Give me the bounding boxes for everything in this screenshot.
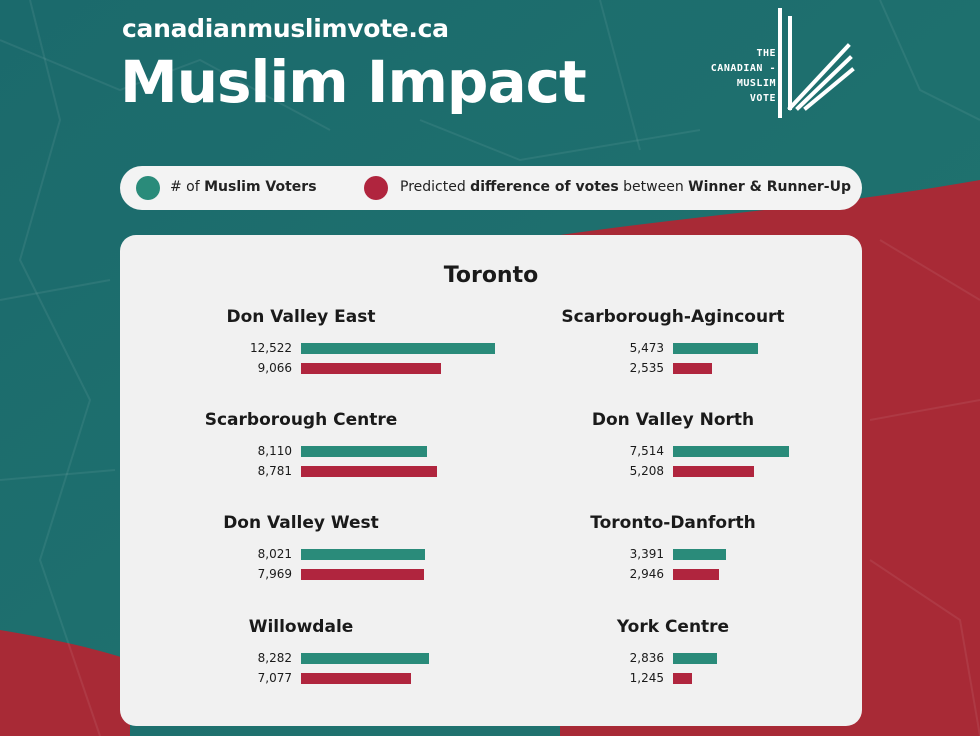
page-title: Muslim Impact — [120, 48, 587, 116]
bar-voters-don-valley-north — [673, 446, 789, 457]
legend-label-voters: # of Muslim Voters — [170, 179, 317, 195]
riding-title-willowdale: Willowdale — [248, 617, 354, 637]
bar-label-voters-toronto-danforth: 3,391 — [629, 547, 664, 561]
bar-voters-scarborough-agincourt — [673, 343, 758, 354]
bar-voters-willowdale — [301, 653, 429, 664]
bar-label-voters-scarborough-centre: 8,110 — [257, 444, 292, 458]
riding-title-scarborough-centre: Scarborough Centre — [204, 410, 398, 430]
riding-title-don-valley-east: Don Valley East — [226, 307, 376, 327]
bar-difference-willowdale — [301, 673, 411, 684]
legend-dot-difference — [364, 176, 388, 200]
bar-label-voters-scarborough-agincourt: 5,473 — [629, 341, 664, 355]
canadian-muslim-vote-logo: THE CANADIAN - MUSLIM VOTE — [700, 8, 860, 120]
logo-line-the: THE — [756, 48, 776, 59]
riding-title-don-valley-west: Don Valley West — [223, 513, 379, 533]
bar-label-difference-toronto-danforth: 2,946 — [629, 567, 664, 581]
site-url: canadianmuslimvote.ca — [122, 14, 449, 43]
bar-difference-don-valley-east — [301, 363, 441, 374]
legend: # of Muslim Voters Predicted difference … — [120, 166, 862, 210]
chart-card: Toronto Don Valley East 12,522 9,066 Scarbo… — [120, 235, 862, 726]
bar-label-voters-york-centre: 2,836 — [629, 651, 664, 665]
bar-label-difference-don-valley-north: 5,208 — [629, 464, 664, 478]
bar-difference-scarborough-agincourt — [673, 363, 712, 374]
riding-title-don-valley-north: Don Valley North — [591, 410, 755, 430]
bar-difference-york-centre — [673, 673, 692, 684]
bar-voters-don-valley-east — [301, 343, 495, 354]
bar-label-voters-don-valley-east: 12,522 — [250, 341, 292, 355]
riding-title-york-centre: York Centre — [616, 617, 730, 637]
bar-label-difference-york-centre: 1,245 — [629, 671, 664, 685]
logo-line-canadian: CANADIAN - — [710, 63, 776, 74]
bar-label-difference-don-valley-east: 9,066 — [257, 361, 292, 375]
bar-difference-scarborough-centre — [301, 466, 437, 477]
legend-label-difference: Predicted difference of votes between Wi… — [400, 179, 851, 195]
bar-label-voters-don-valley-north: 7,514 — [629, 444, 664, 458]
bar-label-difference-willowdale: 7,077 — [257, 671, 292, 685]
bar-voters-scarborough-centre — [301, 446, 427, 457]
bar-label-voters-willowdale: 8,282 — [257, 651, 292, 665]
bar-voters-toronto-danforth — [673, 549, 726, 560]
bar-label-difference-don-valley-west: 7,969 — [257, 567, 292, 581]
bar-voters-york-centre — [673, 653, 717, 664]
logo-line-vote: VOTE — [749, 93, 776, 104]
legend-dot-voters — [136, 176, 160, 200]
bar-difference-toronto-danforth — [673, 569, 719, 580]
chart-title: Toronto — [443, 263, 539, 288]
bar-difference-don-valley-west — [301, 569, 424, 580]
bar-voters-don-valley-west — [301, 549, 425, 560]
riding-title-scarborough-agincourt: Scarborough-Agincourt — [561, 307, 785, 327]
logo-line-muslim: MUSLIM — [736, 78, 776, 89]
bar-label-voters-don-valley-west: 8,021 — [257, 547, 292, 561]
logo-wordmark: THE CANADIAN - MUSLIM VOTE — [711, 46, 776, 106]
bar-label-difference-scarborough-agincourt: 2,535 — [629, 361, 664, 375]
logo-chevron-icon — [778, 8, 855, 118]
bar-label-difference-scarborough-centre: 8,781 — [257, 464, 292, 478]
bar-difference-don-valley-north — [673, 466, 754, 477]
riding-title-toronto-danforth: Toronto-Danforth — [590, 513, 756, 533]
